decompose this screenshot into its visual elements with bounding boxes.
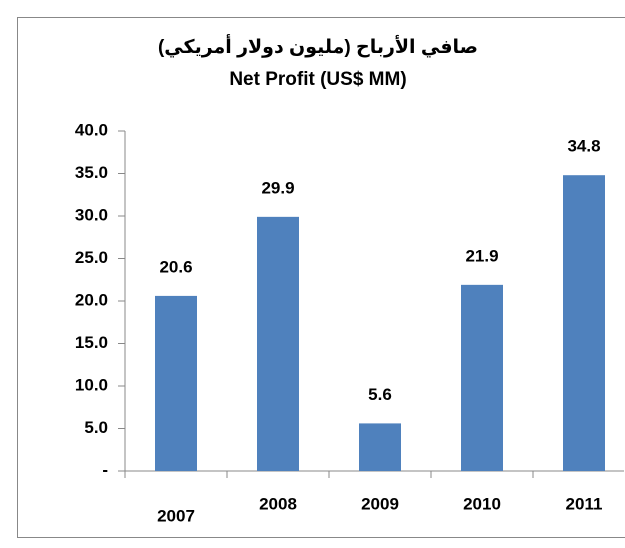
y-tick-label: - [102,460,108,479]
y-tick-label: 10.0 [75,375,108,394]
chart-border [17,17,625,538]
bar [359,423,401,471]
y-tick-label: 5.0 [84,418,108,437]
y-tick-label: 40.0 [75,120,108,139]
data-label: 5.6 [368,385,392,404]
y-tick-label: 30.0 [75,205,108,224]
bar [563,175,605,471]
y-tick-label: 20.0 [75,290,108,309]
data-label: 29.9 [261,178,294,197]
bar [257,216,299,471]
chart-subtitle: Net Profit (US$ MM) [229,69,406,90]
data-label: 34.8 [567,137,600,156]
bar [461,284,503,471]
chart-title: صافي الأرباح (مليون دولار أمريكي) [158,34,478,58]
x-tick-label: 2008 [259,494,297,513]
x-tick-label: 2010 [463,494,501,513]
y-tick-label: 25.0 [75,248,108,267]
x-tick-label: 2011 [566,494,603,513]
x-tick-label: 2009 [361,494,399,513]
y-tick-label: 35.0 [75,163,108,182]
bar [155,295,197,471]
y-tick-label: 15.0 [75,333,108,352]
data-label: 21.9 [465,246,498,265]
x-tick-label: 2007 [157,506,195,525]
data-label: 20.6 [159,257,192,276]
